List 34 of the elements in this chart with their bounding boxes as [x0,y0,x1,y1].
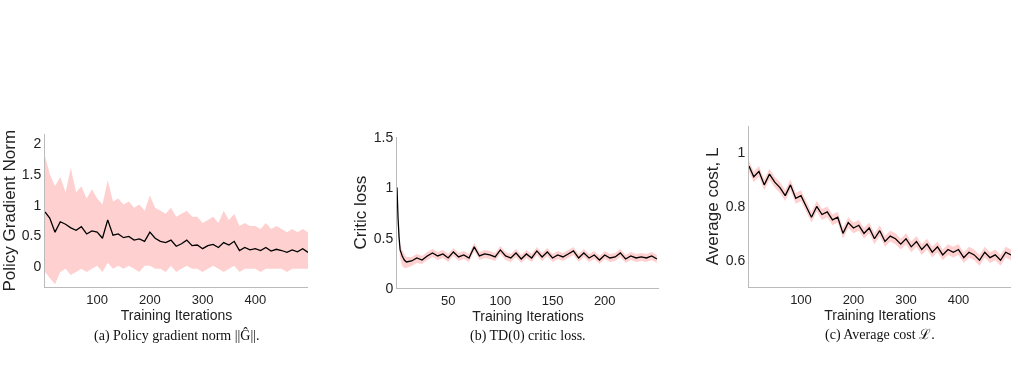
x-tick-label: 400 [244,291,267,307]
x-tick-label: 50 [440,292,456,308]
x-tick-label: 200 [593,292,616,308]
x-axis-title: Training Iterations [824,306,936,323]
y-tick-label: 0.5 [21,227,42,244]
y-tick-label: 0.6 [725,252,746,269]
y-tick-label: 1 [737,144,746,161]
x-tick-label: 200 [139,291,161,307]
x-tick-label: 150 [541,292,564,308]
y-axis-title: Average cost, L [703,147,723,266]
y-tick-label: 0 [33,257,42,274]
y-axis-title: Policy Gradient Norm [0,129,19,292]
y-tick-label: 1.5 [21,165,42,182]
x-axis-title: Training Iterations [120,306,233,323]
y-axis-title: Critic loss [351,175,371,250]
x-tick-label: 200 [842,291,865,307]
y-tick-label: 2 [33,135,42,152]
x-tick-label: 400 [947,291,970,307]
x-tick-label: 300 [191,291,214,307]
y-tick-label: 1 [33,196,42,213]
y-tick-label: 1.5 [373,129,394,145]
text: (c) Average cost ℒ. [825,327,935,343]
x-axis-title: Training Iterations [472,307,584,324]
text: (b) TD(0) critic loss. [470,328,586,344]
y-tick-label: 1 [385,179,394,196]
x-tick-label: 300 [895,291,917,307]
y-tick-label: 0.5 [373,229,394,246]
x-tick-label: 100 [790,291,812,307]
x-tick-label: 100 [86,291,109,307]
y-tick-label: 0 [385,280,394,297]
x-tick-label: 100 [489,292,512,308]
line-series [45,211,308,253]
text: (a) Policy gradient norm ||Ĝ||. [94,327,260,344]
y-tick-label: 0.8 [725,198,746,215]
